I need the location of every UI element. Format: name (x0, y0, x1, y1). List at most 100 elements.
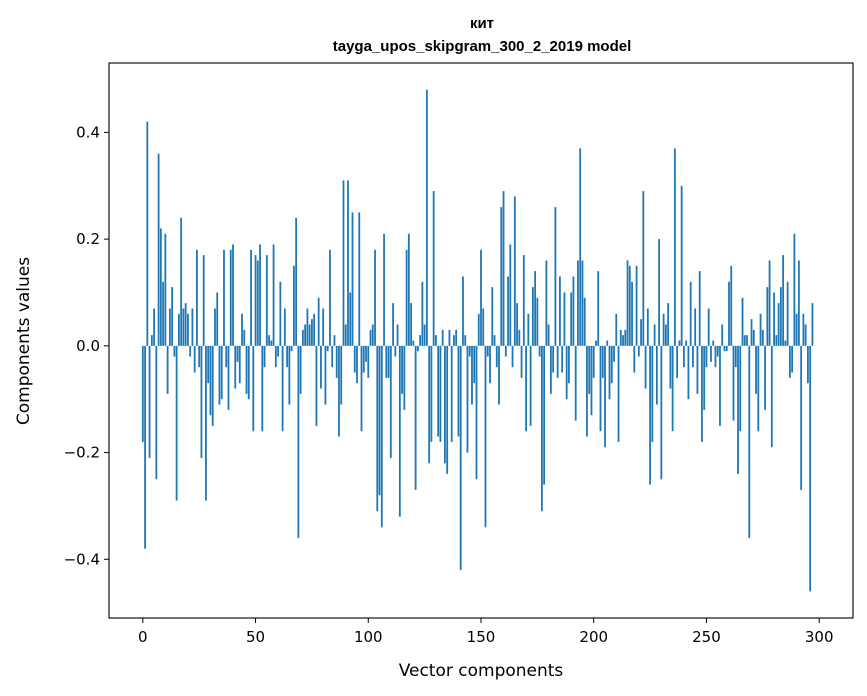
bar (757, 345, 760, 432)
bar (392, 303, 394, 346)
x-axis-label: Vector components (399, 661, 564, 681)
bar (425, 89, 428, 346)
bar (698, 271, 701, 346)
bar (301, 329, 304, 346)
bar (653, 324, 656, 346)
bar (252, 345, 255, 432)
bar (719, 345, 721, 426)
bar (628, 265, 631, 346)
bar (608, 345, 611, 400)
bar (563, 292, 566, 346)
bar (613, 345, 615, 362)
bar (241, 313, 243, 346)
bar (737, 345, 739, 474)
bar (247, 345, 250, 400)
bar (340, 345, 343, 405)
bar (349, 292, 352, 346)
bar (254, 255, 257, 346)
bar (480, 249, 482, 346)
y-tick-label: 0.4 (76, 123, 100, 141)
bar (322, 308, 325, 346)
bar (804, 324, 807, 346)
bar (150, 335, 153, 346)
bar (703, 345, 706, 410)
bar (184, 303, 187, 346)
bar (227, 345, 230, 410)
bar (371, 324, 374, 346)
bar (586, 345, 588, 437)
chart-subtitle: tayga_upos_skipgram_300_2_2019 model (333, 38, 632, 55)
bar (288, 345, 291, 405)
bar (646, 308, 649, 346)
bar (502, 191, 505, 346)
bar (428, 345, 431, 464)
bar (209, 345, 212, 416)
bar (725, 345, 728, 352)
bar (450, 345, 453, 442)
bar (259, 244, 261, 346)
bar (378, 345, 381, 496)
bar (561, 345, 564, 373)
bar (191, 308, 194, 346)
bar (338, 345, 340, 437)
bar (549, 345, 552, 394)
bar (658, 239, 661, 346)
bar (574, 345, 577, 421)
bar (272, 244, 275, 346)
bar (453, 335, 455, 346)
bar (153, 308, 155, 346)
bar (728, 281, 730, 346)
bar (696, 345, 699, 394)
bar (766, 287, 769, 346)
bar (394, 345, 397, 357)
bar (583, 297, 586, 346)
bar (536, 297, 539, 346)
bar (599, 345, 602, 432)
bar (162, 281, 165, 346)
bar (385, 345, 388, 378)
y-axis-label: Components values (14, 257, 34, 425)
bar (782, 255, 785, 346)
bar (640, 319, 642, 346)
bar (144, 345, 146, 549)
bar (518, 329, 521, 346)
bar (633, 345, 636, 373)
bar (635, 265, 638, 346)
bar (274, 345, 277, 368)
bar (516, 303, 518, 346)
bar (342, 180, 345, 346)
bar (622, 335, 624, 346)
bar (243, 329, 246, 346)
bar (764, 345, 766, 410)
bar (534, 271, 537, 346)
bar (189, 345, 192, 357)
bar (619, 329, 622, 346)
bar (351, 212, 354, 346)
chart-title: кит (470, 15, 494, 32)
bar (570, 292, 573, 346)
y-axis-ticks: −0.4 −0.2 0.0 0.2 0.4 (64, 123, 109, 568)
bar (723, 345, 726, 352)
bar (146, 121, 149, 346)
bar (457, 345, 460, 437)
x-tick-label: 50 (246, 628, 265, 646)
bar (531, 287, 534, 346)
bar (687, 345, 690, 400)
bar (173, 345, 176, 357)
bar (353, 345, 356, 373)
y-tick-label: 0.0 (76, 337, 100, 355)
bar (166, 345, 169, 394)
bar (281, 345, 284, 432)
bar (308, 324, 311, 346)
bar (435, 335, 437, 346)
bar (784, 340, 787, 346)
bar (187, 313, 189, 346)
bar (739, 345, 742, 432)
bar (624, 329, 627, 346)
bar (777, 303, 780, 346)
bar (522, 255, 525, 346)
bar (716, 345, 719, 357)
bar (577, 260, 579, 346)
bar (200, 345, 203, 458)
bar (667, 303, 670, 346)
